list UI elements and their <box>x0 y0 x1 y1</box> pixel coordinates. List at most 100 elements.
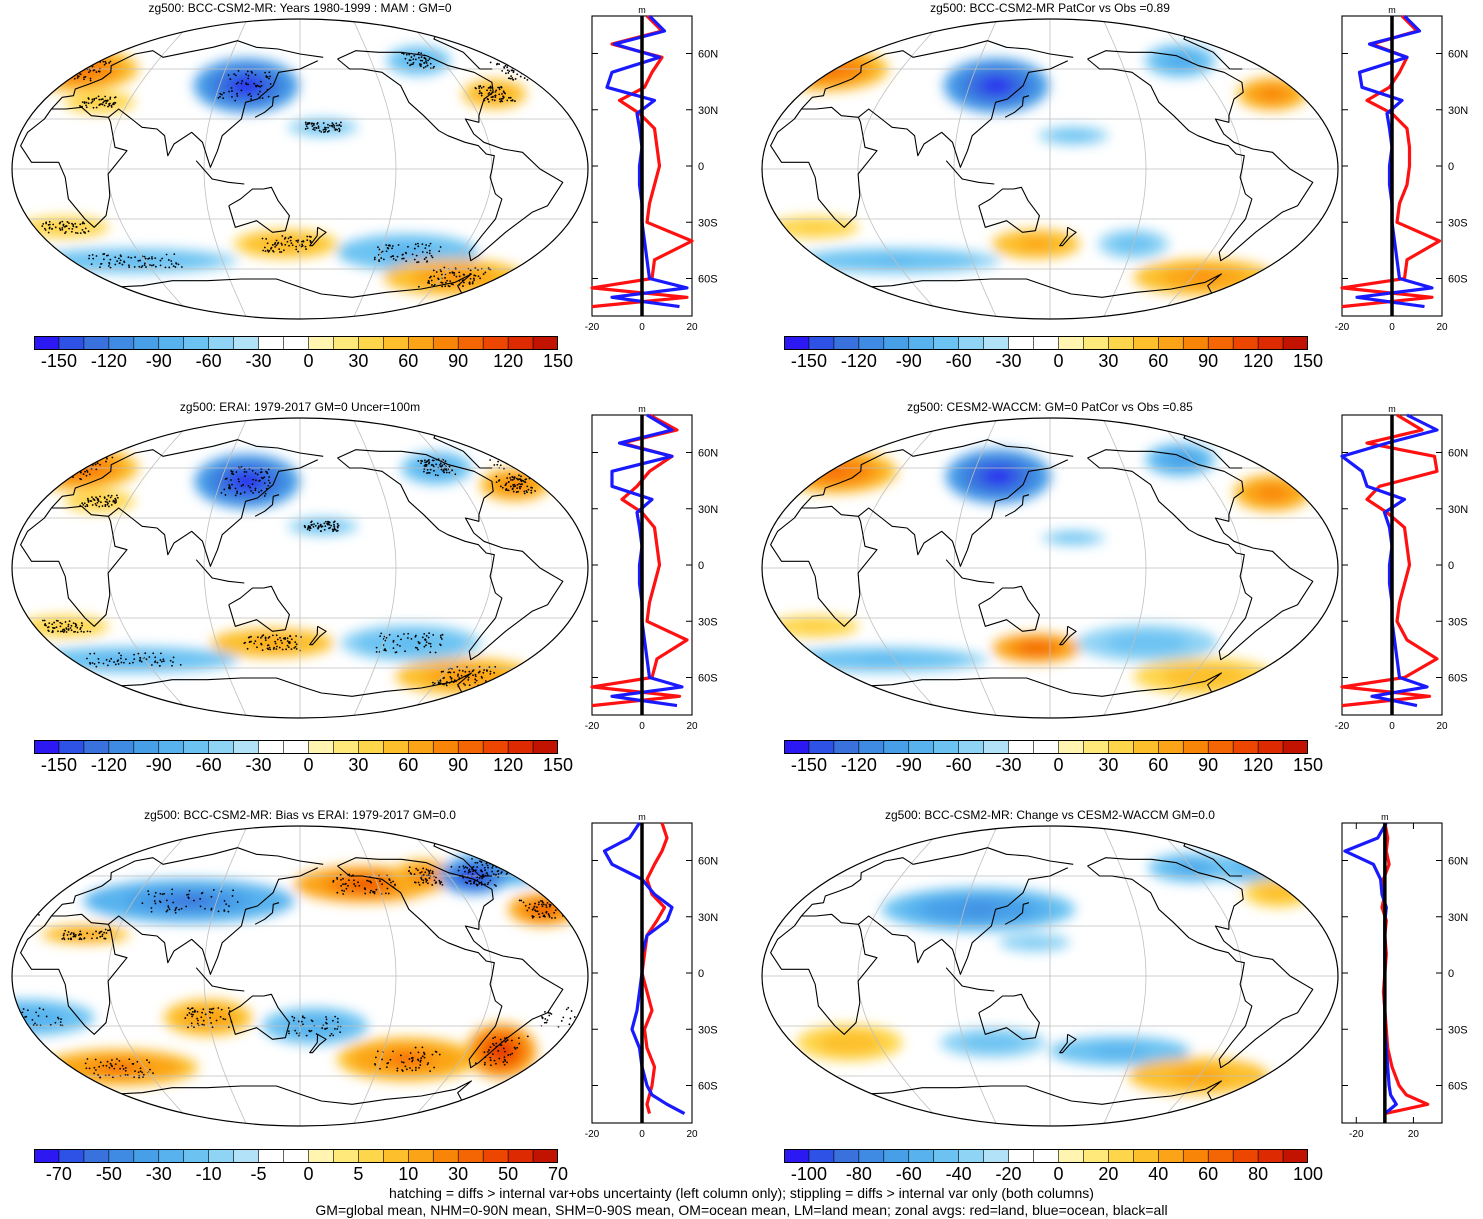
anomaly-contour <box>1067 536 1080 540</box>
lat-tick-label: 0 <box>1448 560 1454 572</box>
zonal-x-tick-label: 0 <box>639 721 645 732</box>
lat-tick-label: 0 <box>1448 968 1454 980</box>
zonal-x-tick-label: -20 <box>1349 1129 1364 1140</box>
land-zonal-line <box>590 14 694 309</box>
colorbar-box <box>158 1149 185 1163</box>
coastline <box>254 494 280 517</box>
colorbar-tick-label: 120 <box>1243 351 1274 371</box>
lat-tick-label: 30N <box>698 912 718 924</box>
lat-tick-label: 60S <box>698 274 718 286</box>
colorbar-box <box>1133 336 1159 350</box>
lat-tick-label: 30N <box>698 105 718 117</box>
colorbar <box>34 336 558 350</box>
colorbar-box <box>1033 336 1060 350</box>
colorbar-tick-label: 40 <box>1148 1164 1169 1184</box>
anomaly-contour <box>1105 1048 1134 1054</box>
zonal-profile: m 60N 30N 0 30S 60S -20 0 20 <box>585 812 718 1140</box>
lat-tick-label: 30N <box>698 504 718 516</box>
colorbar-box <box>358 740 384 754</box>
colorbar-box <box>1083 336 1109 350</box>
zonal-x-tick-label: -20 <box>1335 721 1350 732</box>
colorbar-tick-label: -120 <box>840 755 877 775</box>
zonal-unit: m <box>638 404 646 414</box>
colorbar-labels: -150 -120 -90 -60 -30 0 30 60 90 120 150 <box>784 755 1323 777</box>
coastline <box>228 186 290 233</box>
coastline <box>254 902 280 925</box>
colorbar-box <box>1207 1149 1234 1163</box>
colorbar-box <box>58 336 85 350</box>
anomaly-contour <box>393 1054 422 1064</box>
colorbar-tick-label: -90 <box>145 351 172 371</box>
colorbar-box <box>457 1149 484 1163</box>
colorbar-box <box>383 336 409 350</box>
coastline <box>1087 449 1314 661</box>
footer-note-hatching: hatching = diffs > internal var+obs unce… <box>389 1185 1094 1201</box>
colorbar-box <box>333 336 359 350</box>
colorbar-box <box>482 1149 509 1163</box>
lat-tick-label: 30N <box>1448 105 1468 117</box>
colorbar-box <box>133 336 160 350</box>
colorbar-box <box>1157 1149 1184 1163</box>
colorbar-box <box>83 740 110 754</box>
map <box>761 18 1339 320</box>
lat-tick-label: 0 <box>1448 161 1454 173</box>
zonal-profile: m 60N 30N 0 30S 60S -20 20 <box>1341 812 1468 1140</box>
map-title: zg500: BCC-CSM2-MR: Bias vs ERAI: 1979-2… <box>144 808 456 822</box>
colorbar-box <box>457 740 484 754</box>
colorbar-box <box>1083 1149 1109 1163</box>
colorbar-box <box>133 740 160 754</box>
map-border <box>761 417 1339 719</box>
zonal-unit: m <box>638 5 646 15</box>
zonal-x-tick-label: -20 <box>1335 322 1350 333</box>
colorbar-tick-label: -30 <box>995 755 1022 775</box>
coastline <box>1087 857 1314 1069</box>
colorbar-box <box>283 1149 310 1163</box>
colorbar-box <box>83 1149 110 1163</box>
zonal-x-tick-label: 20 <box>1436 721 1448 732</box>
coastline <box>945 160 995 185</box>
zonal-profile: m 60N 30N 0 30S 60S -20 0 20 <box>585 404 718 732</box>
colorbar-tick-label: 30 <box>448 1164 469 1184</box>
coastline <box>195 160 245 185</box>
map-title: zg500: BCC-CSM2-MR: Years 1980-1999 : MA… <box>148 1 452 15</box>
colorbar-box <box>283 336 310 350</box>
colorbar-box <box>1182 740 1209 754</box>
anomaly-contour <box>1230 861 1273 874</box>
coastline <box>858 459 1069 567</box>
coastline <box>309 1033 327 1054</box>
colorbar-box <box>1157 336 1184 350</box>
coastline <box>309 226 327 247</box>
colorbar-box <box>908 740 935 754</box>
anomaly-contour <box>1271 889 1286 896</box>
map-border <box>11 18 589 320</box>
colorbar-tick-label: -90 <box>895 755 922 775</box>
colorbar-tick-label: -80 <box>845 1164 872 1184</box>
coastline <box>110 273 472 300</box>
colorbar-box <box>233 336 260 350</box>
zonal-unit: m <box>1388 5 1396 15</box>
colorbar-tick-label: 150 <box>542 755 574 775</box>
colorbar-tick-label: 150 <box>1292 351 1324 371</box>
colorbar-box <box>883 1149 910 1163</box>
colorbar-box <box>808 1149 835 1163</box>
coastline <box>860 672 1222 699</box>
map <box>11 417 589 719</box>
colorbar-box <box>158 740 185 754</box>
map <box>11 825 589 1127</box>
colorbar-box <box>1108 1149 1134 1163</box>
colorbar-box <box>933 1149 960 1163</box>
colorbar-box <box>1232 336 1259 350</box>
colorbar-box <box>1182 336 1209 350</box>
lat-tick-label: 60S <box>698 1081 718 1093</box>
colorbar-box <box>833 336 860 350</box>
colorbar-tick-label: -150 <box>40 755 77 775</box>
coastline <box>800 847 1074 917</box>
colorbar-box <box>482 336 509 350</box>
colorbar <box>784 336 1308 350</box>
anomaly-contour <box>259 640 285 646</box>
colorbar-labels: -100 -80 -60 -40 -20 0 20 40 60 80 100 <box>784 1164 1323 1186</box>
zonal-unit: m <box>1381 812 1389 822</box>
map-border <box>11 417 589 719</box>
ocean-zonal-line <box>1340 413 1439 708</box>
lat-tick-label: 30N <box>1448 504 1468 516</box>
